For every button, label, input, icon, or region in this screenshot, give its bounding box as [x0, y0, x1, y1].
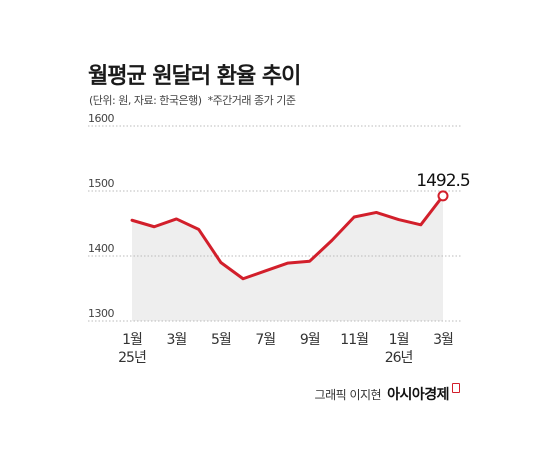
y-tick-label: 1300: [88, 307, 114, 320]
brand-logo-text: 아시아경제: [387, 387, 449, 403]
series-line: [130, 194, 445, 281]
x-tick-label: 9월: [300, 332, 320, 348]
x-tick-label: 1월: [389, 332, 409, 348]
x-tick-label: 5월: [211, 332, 231, 348]
brand-logo-icon: [452, 383, 460, 393]
x-tick-label: 1월: [122, 332, 142, 348]
y-tick-label: 1500: [88, 177, 114, 190]
x-tick-year-label: 26년: [385, 350, 413, 366]
y-tick-label: 1600: [88, 112, 114, 125]
unit-source-label: (단위: 원, 자료: 한국은행): [89, 94, 202, 107]
x-tick-label: 11월: [340, 332, 368, 348]
highlight-value-label: 1492.5: [416, 171, 470, 191]
y-tick-label: 1400: [88, 242, 114, 255]
area-fill: [132, 195, 443, 321]
chart-subtitle: (단위: 원, 자료: 한국은행) *주간거래 종가 기준: [89, 92, 296, 108]
x-tick-label: 3월: [167, 332, 187, 348]
graphic-credit: 그래픽 이지현: [314, 388, 382, 402]
footnote-label: *주간거래 종가 기준: [207, 94, 296, 107]
x-tick-label: 7월: [255, 332, 275, 348]
x-tick-year-label: 25년: [118, 350, 146, 366]
chart-title: 월평균 원달러 환율 추이: [88, 64, 301, 89]
highlight-point: [437, 190, 449, 202]
footer-credit: 그래픽 이지현 아시아경제: [314, 383, 460, 404]
x-tick-label: 3월: [433, 332, 453, 348]
